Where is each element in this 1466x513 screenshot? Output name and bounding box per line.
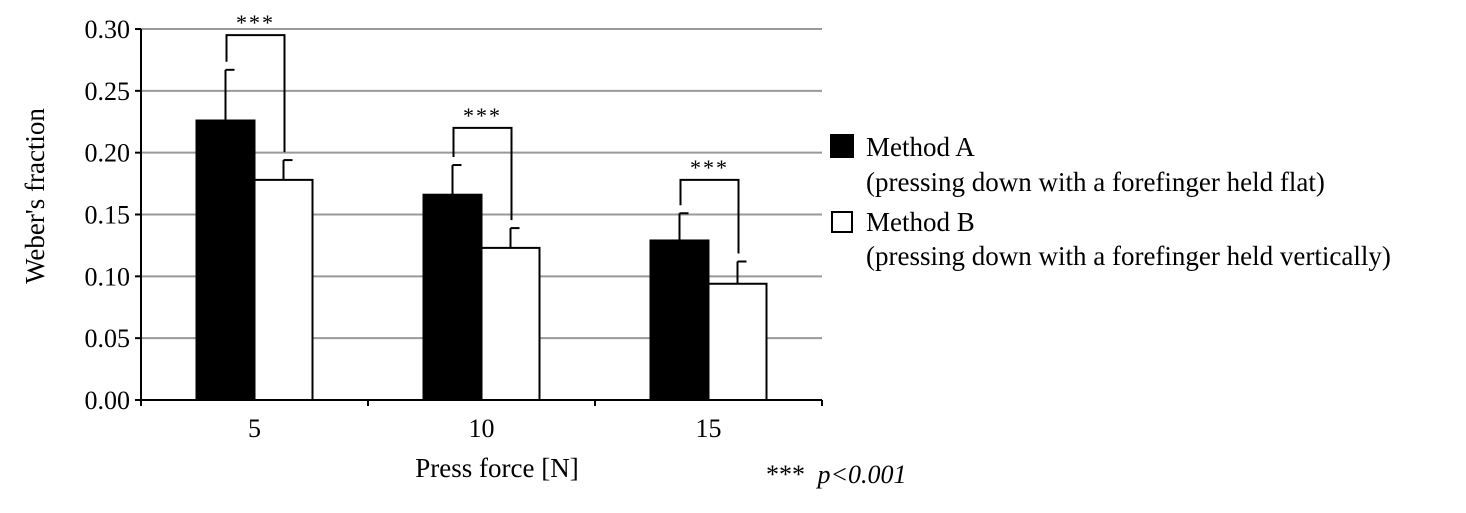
- significance-label: ***: [463, 103, 502, 128]
- y-tick-label: 0.15: [85, 201, 131, 230]
- legend-label-method-a: Method A: [866, 132, 975, 162]
- significance-label: ***: [690, 155, 729, 180]
- legend-desc-method-a: (pressing down with a forefinger held fl…: [866, 167, 1325, 197]
- x-tick-label: 15: [696, 414, 722, 443]
- x-tick-labels: 5 10 15: [248, 414, 722, 443]
- significance-note: *** p<0.001: [766, 460, 907, 489]
- svg-text:*** p<0.001: *** p<0.001: [766, 460, 907, 489]
- axes: [135, 28, 823, 406]
- bar-method-a: [649, 239, 710, 401]
- note-text: p<0.001: [816, 460, 907, 489]
- significance-bracket: [225, 34, 286, 153]
- significance-label: ***: [236, 10, 275, 35]
- y-tick-label: 0.20: [85, 139, 131, 168]
- y-tick-labels: 0.00 0.05 0.10 0.15 0.20 0.25 0.30: [85, 15, 131, 415]
- legend-label-method-b: Method B: [866, 207, 975, 237]
- bar-method-b: [480, 246, 541, 401]
- significance-bracket: [679, 178, 740, 254]
- legend-swatch-method-b: [831, 211, 853, 233]
- bar-method-a: [422, 193, 483, 401]
- bar-method-b: [707, 282, 768, 401]
- note-marker: ***: [766, 460, 805, 489]
- significance-bracket: [452, 126, 513, 221]
- x-axis-title: Press force [N]: [415, 453, 578, 483]
- legend-desc-method-b: (pressing down with a forefinger held ve…: [866, 241, 1391, 271]
- y-tick-label: 0.05: [85, 324, 131, 353]
- y-tick-label: 0.30: [85, 15, 131, 44]
- y-tick-label: 0.10: [85, 262, 131, 291]
- y-tick-label: 0.25: [85, 77, 131, 106]
- significance-brackets: *** *** ***: [225, 10, 740, 254]
- bar-method-b: [253, 178, 314, 401]
- y-axis-title: Weber's fraction: [20, 108, 50, 284]
- bar-method-a: [195, 119, 256, 401]
- y-tick-label: 0.00: [85, 386, 131, 415]
- legend: Method A (pressing down with a forefinge…: [830, 132, 1391, 271]
- x-tick-label: 10: [469, 414, 495, 443]
- x-tick-label: 5: [248, 414, 261, 443]
- legend-swatch-method-a: [830, 134, 854, 158]
